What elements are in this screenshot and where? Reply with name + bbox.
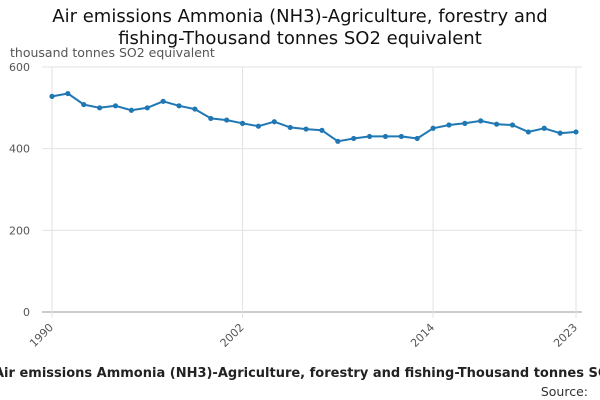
series-line [51, 92, 577, 143]
data-point[interactable] [271, 119, 277, 125]
data-point[interactable] [255, 123, 262, 129]
data-point[interactable] [509, 122, 516, 128]
data-point[interactable] [446, 122, 452, 128]
data-point[interactable] [398, 133, 404, 140]
source-label: Source: [540, 384, 588, 399]
y-tick-label: 200 [9, 224, 30, 237]
data-point[interactable] [81, 101, 87, 108]
data-point[interactable] [192, 106, 198, 112]
data-point[interactable] [351, 135, 357, 142]
data-point[interactable] [557, 130, 563, 136]
chart-title: Air emissions Ammonia (NH3)-Agriculture,… [0, 6, 600, 50]
data-point[interactable] [160, 98, 166, 104]
x-tick-label: 2002 [218, 321, 247, 350]
y-axis-ticks: 0 200 400 600 [9, 61, 30, 319]
data-point[interactable] [144, 105, 150, 111]
data-point[interactable] [49, 93, 55, 99]
data-point[interactable] [366, 133, 373, 140]
x-tick-label: 2014 [408, 321, 437, 350]
data-point[interactable] [319, 127, 325, 133]
data-point[interactable] [303, 126, 309, 132]
y-tick-label: 600 [9, 61, 30, 74]
data-point[interactable] [287, 124, 293, 131]
data-point[interactable] [430, 125, 436, 131]
data-point[interactable] [176, 103, 182, 109]
data-point[interactable] [128, 107, 134, 113]
data-point[interactable] [112, 103, 119, 109]
gridlines [42, 66, 582, 318]
data-point[interactable] [478, 118, 484, 124]
y-tick-label: 0 [23, 306, 30, 319]
chart-title-line-1: Air emissions Ammonia (NH3)-Agriculture,… [52, 6, 548, 27]
data-point[interactable] [573, 129, 579, 135]
chart-title-line-2: fishing-Thousand tonnes SO2 equivalent [118, 28, 482, 49]
data-point[interactable] [382, 133, 389, 140]
x-tick-label: 2023 [551, 321, 580, 350]
data-point[interactable] [335, 138, 341, 144]
data-point[interactable] [462, 120, 468, 126]
data-point[interactable] [525, 129, 531, 135]
y-axis-label: thousand tonnes SO2 equivalent [10, 45, 215, 60]
data-point[interactable] [494, 121, 500, 127]
data-point[interactable] [65, 90, 71, 97]
data-point[interactable] [224, 117, 230, 123]
series-label: Air emissions Ammonia (NH3)-Agriculture,… [0, 366, 600, 381]
data-point[interactable] [208, 115, 214, 122]
data-series [49, 90, 579, 144]
data-point[interactable] [239, 120, 246, 126]
data-point[interactable] [97, 105, 103, 111]
y-tick-label: 400 [9, 143, 30, 156]
data-point[interactable] [414, 135, 420, 142]
x-axis-ticks: 1990 2002 2014 2023 [27, 321, 580, 350]
x-tick-label: 1990 [27, 321, 56, 350]
data-point[interactable] [541, 125, 547, 131]
